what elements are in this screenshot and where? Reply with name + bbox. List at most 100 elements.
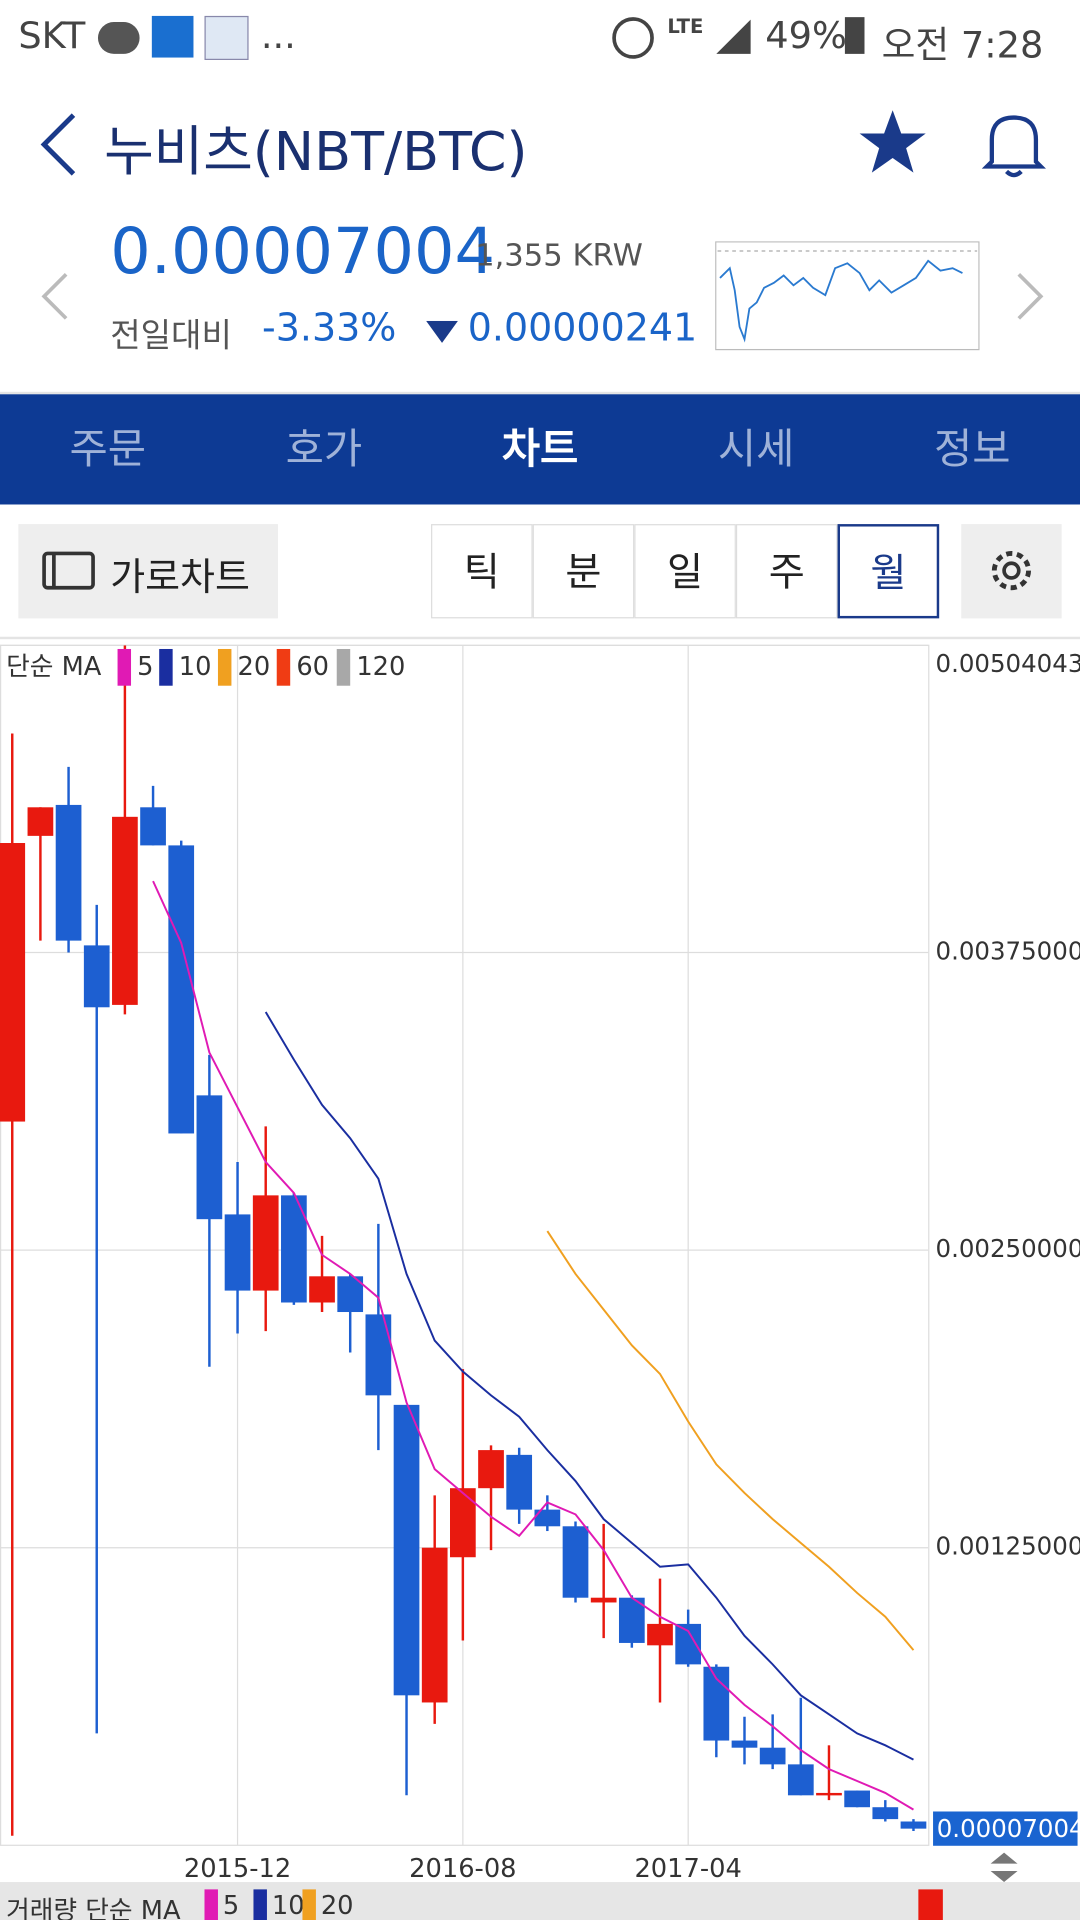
volume-legend-swatch	[302, 1889, 316, 1920]
star[interactable]	[857, 108, 928, 177]
legend-swatch	[159, 648, 173, 686]
y-tick-label: 0.00375000	[936, 937, 1080, 966]
x-tick-label: 2016-08	[409, 1854, 516, 1884]
candle-body	[506, 1454, 533, 1510]
legend-label: 120	[356, 652, 405, 682]
legend-label: 10	[179, 652, 212, 682]
next[interactable]	[1011, 269, 1048, 323]
sparkline	[715, 241, 980, 351]
prev[interactable]	[37, 269, 74, 323]
candle-body	[252, 1195, 279, 1291]
tab[interactable]: 차트	[501, 424, 579, 474]
tab[interactable]: 시세	[717, 424, 795, 474]
divider	[0, 391, 1080, 395]
period-button[interactable]: 일	[634, 524, 736, 619]
x-tick-label: 2015-12	[184, 1854, 291, 1884]
candle-body	[224, 1214, 251, 1291]
y-tick-label: 0.00125000	[936, 1532, 1080, 1561]
legend-swatch	[336, 648, 351, 686]
candle-body	[112, 816, 138, 1005]
plot	[0, 645, 927, 1836]
legend-label: 5	[137, 652, 153, 682]
candle-body	[393, 1404, 420, 1696]
time: 오전 7:28	[881, 24, 1044, 68]
volume-legend-label: 5	[222, 1890, 240, 1920]
candle-body	[309, 1276, 335, 1303]
candle-body	[196, 1095, 223, 1220]
candle-body	[590, 1597, 617, 1603]
candle-body	[83, 945, 110, 1008]
candle-body	[872, 1807, 899, 1820]
candle-body	[731, 1740, 758, 1748]
legend-swatch	[276, 648, 291, 686]
tab[interactable]: 정보	[933, 424, 1011, 474]
x-tick-label: 2017-04	[634, 1854, 741, 1884]
volume-legend-label: 20	[320, 1890, 354, 1920]
landscape-label: 가로차트	[110, 555, 250, 601]
candle-body	[478, 1450, 504, 1489]
price: 0.00007004	[110, 215, 496, 289]
change-label: 전일대비	[110, 317, 232, 356]
ma-line	[152, 880, 914, 1811]
last-price-box	[933, 1811, 1078, 1846]
down-arrow	[426, 320, 458, 343]
volume-legend-swatch	[204, 1889, 218, 1920]
tab[interactable]: 주문	[69, 424, 147, 474]
settings[interactable]	[961, 524, 1062, 619]
app-icon	[204, 15, 249, 61]
volume-strip	[0, 1882, 1080, 1920]
candle-body	[759, 1747, 786, 1765]
candle-body	[140, 807, 166, 846]
candle-body	[647, 1623, 673, 1646]
candle-body	[562, 1526, 589, 1598]
legend-title: 단순 MA	[6, 652, 102, 682]
period-button[interactable]: 월	[837, 524, 940, 619]
plot-frame	[0, 644, 930, 1846]
candle-body	[27, 807, 54, 836]
volume-legend-label: 10	[271, 1890, 305, 1920]
volume-label: 거래량 단순 MA	[6, 1895, 181, 1920]
candle-body	[365, 1314, 392, 1396]
gear	[991, 551, 1032, 591]
bell[interactable]	[980, 108, 1049, 179]
legend-label: 20	[238, 652, 271, 682]
candle-body	[168, 845, 195, 1134]
landscape-button[interactable]	[18, 524, 278, 619]
ma-line	[546, 1230, 915, 1651]
candle-body	[534, 1509, 561, 1527]
change-pct: -3.33%	[262, 306, 397, 351]
more: ...	[260, 14, 296, 58]
tab-bar	[0, 394, 1080, 505]
period-button[interactable]: 틱	[431, 524, 533, 619]
back[interactable]	[34, 110, 83, 179]
candle-body	[450, 1488, 476, 1558]
period-button[interactable]: 분	[532, 524, 635, 619]
tab[interactable]: 호가	[285, 424, 363, 474]
y-tick-label: 0.00250000	[936, 1234, 1080, 1263]
candle-body	[618, 1597, 645, 1643]
y-tick-label: 0.00504043	[936, 649, 1080, 678]
divider	[0, 636, 1080, 640]
volume-bar	[918, 1889, 943, 1920]
scroll-handle[interactable]	[986, 1849, 1023, 1886]
legend-label: 60	[296, 652, 329, 682]
battery: 49%	[765, 14, 847, 58]
ico-icon	[151, 15, 194, 58]
candle-body	[55, 804, 82, 941]
title: 누비츠(NBT/BTC)	[104, 121, 528, 184]
candle-body	[816, 1792, 842, 1796]
candle-body	[900, 1821, 927, 1829]
talk-icon	[97, 22, 140, 54]
candle-body	[787, 1764, 814, 1796]
volume-legend-swatch	[253, 1889, 267, 1920]
alarm-icon	[612, 17, 654, 59]
battery-icon	[844, 17, 865, 54]
candle-body	[421, 1547, 448, 1703]
lte: LTE	[667, 14, 704, 38]
candle-body	[844, 1790, 871, 1808]
legend-swatch	[217, 648, 232, 686]
period-button[interactable]: 주	[735, 524, 838, 619]
landscape-icon	[42, 551, 95, 590]
